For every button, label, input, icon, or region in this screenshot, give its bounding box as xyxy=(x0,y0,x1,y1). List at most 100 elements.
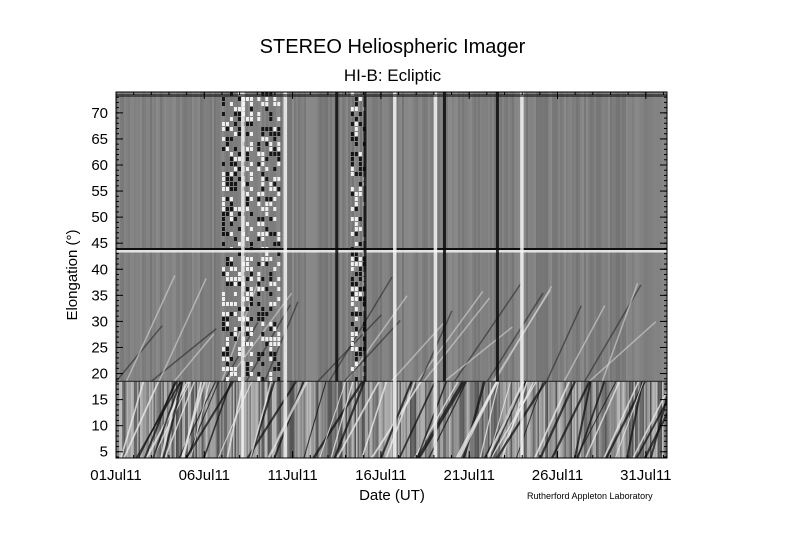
y-tick-label: 15 xyxy=(91,392,108,409)
hi1-texture-column xyxy=(206,381,208,458)
data-gap-block xyxy=(277,132,281,136)
hi1-texture-column xyxy=(480,381,482,458)
data-gap-block xyxy=(273,217,277,221)
texture-column xyxy=(370,92,372,382)
hi1-texture-column xyxy=(198,381,200,458)
hi1-texture-column xyxy=(516,381,518,458)
y-tick-label: 65 xyxy=(91,131,108,148)
credit-label: Rutherford Appleton Laboratory xyxy=(527,491,653,501)
hi1-texture-column xyxy=(350,381,352,458)
texture-column xyxy=(388,92,390,382)
data-gap-block xyxy=(245,132,249,136)
hi1-texture-column xyxy=(309,381,311,458)
texture-column xyxy=(126,92,128,382)
data-gap-block xyxy=(269,337,273,341)
texture-column xyxy=(246,92,248,382)
hi1-texture-column xyxy=(614,381,616,458)
texture-column xyxy=(148,92,150,382)
texture-column xyxy=(490,92,492,382)
data-gap-block xyxy=(265,212,269,216)
hi1-texture-column xyxy=(294,381,296,458)
data-gap-block xyxy=(249,162,253,166)
data-gap-block xyxy=(265,207,269,211)
texture-column xyxy=(398,92,400,382)
data-gap-block xyxy=(233,277,237,281)
data-gap-block xyxy=(249,272,253,276)
hi1-texture-column xyxy=(489,381,491,458)
texture-column xyxy=(160,92,162,382)
data-gap-block xyxy=(221,137,225,141)
hi1-texture-column xyxy=(378,381,380,458)
hi1-texture-column xyxy=(144,381,146,458)
data-gap-block xyxy=(269,342,273,346)
texture-column xyxy=(206,92,208,382)
data-gap-block xyxy=(358,267,362,271)
hi1-texture-column xyxy=(485,381,487,458)
data-gap-block xyxy=(354,242,358,246)
texture-column xyxy=(228,92,230,382)
hi1-texture-column xyxy=(339,381,341,458)
data-gap-block xyxy=(229,197,233,201)
texture-column xyxy=(456,92,458,382)
hi1-texture-column xyxy=(263,381,265,458)
data-gap-block xyxy=(237,227,241,231)
texture-column xyxy=(454,92,456,382)
hi1-texture-column xyxy=(495,381,497,458)
data-gap-block xyxy=(265,312,269,316)
data-gap-block xyxy=(350,152,354,156)
hi1-texture-column xyxy=(248,381,250,458)
texture-column xyxy=(528,92,530,382)
hi1-texture-column xyxy=(402,381,404,458)
hi1-texture-column xyxy=(189,381,191,458)
data-gap-block xyxy=(261,187,265,191)
x-tick-label: 06Jul11 xyxy=(179,467,230,484)
cme-track xyxy=(416,380,464,458)
hi1-texture-column xyxy=(642,381,644,458)
data-gap-block xyxy=(354,152,358,156)
texture-column xyxy=(268,92,270,382)
data-gap-block xyxy=(265,252,269,256)
data-gap-block xyxy=(358,97,362,101)
x-axis-label: Date (UT) xyxy=(359,487,425,504)
hi1-texture-column xyxy=(608,381,610,458)
data-gap-block xyxy=(265,102,269,106)
texture-column xyxy=(606,92,608,382)
hi1-texture-column xyxy=(449,381,451,458)
data-gap-block xyxy=(237,107,241,111)
y-axis: 5 10 15 20 25 30 35 40 45 50 55 60 65 70 xyxy=(91,91,667,461)
hi1-texture-column xyxy=(563,381,565,458)
data-gap-block xyxy=(229,282,233,286)
data-gap-block xyxy=(358,162,362,166)
hi1-texture-column xyxy=(452,381,454,458)
data-gap-block xyxy=(261,317,265,321)
data-gap-block xyxy=(358,297,362,301)
data-gap-block xyxy=(269,257,273,261)
data-gap-block xyxy=(261,217,265,221)
data-gap-block xyxy=(221,207,225,211)
data-gap-block xyxy=(350,312,354,316)
texture-column xyxy=(452,92,454,382)
data-gap-block xyxy=(354,252,358,256)
texture-column xyxy=(484,92,486,382)
hi1-texture-column xyxy=(443,381,445,458)
cme-track-outer xyxy=(150,328,217,382)
data-gap-block xyxy=(277,262,281,266)
data-gap-block xyxy=(277,287,281,291)
texture-column xyxy=(556,92,558,382)
texture-column xyxy=(532,92,534,382)
hi1-texture-column xyxy=(225,381,227,458)
data-gap-block xyxy=(233,132,237,136)
data-gap-block xyxy=(354,137,358,141)
texture-column xyxy=(602,92,604,382)
hi1-texture-column xyxy=(362,381,364,458)
y-tick-label: 60 xyxy=(91,157,108,174)
hi1-texture-column xyxy=(404,381,406,458)
texture-column xyxy=(120,92,122,382)
data-gap-block xyxy=(257,217,261,221)
data-gap-block xyxy=(273,177,277,181)
data-gap-block xyxy=(269,232,273,236)
hi1-texture-column xyxy=(182,381,184,458)
data-gap-block xyxy=(354,202,358,206)
chart-title: STEREO Heliospheric Imager xyxy=(259,36,526,58)
y-tick-label: 10 xyxy=(91,418,108,435)
